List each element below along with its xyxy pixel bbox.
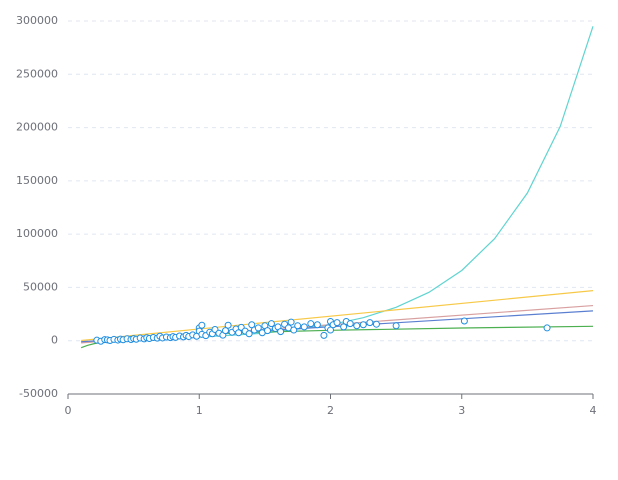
y-tick-label: 300000	[16, 14, 58, 27]
scatter-point	[290, 326, 298, 334]
scatter-point	[346, 320, 354, 328]
trend-line	[94, 26, 594, 341]
trend-line	[81, 290, 594, 342]
x-tick-label: 0	[65, 404, 72, 417]
scatter-point	[353, 322, 361, 330]
scatter-point	[366, 319, 374, 327]
scatter-point	[248, 321, 256, 329]
scatter-point	[254, 324, 262, 332]
scatter-point	[307, 320, 315, 328]
scatter-point	[277, 328, 285, 336]
scatter-point	[359, 321, 367, 329]
x-tick-label: 3	[458, 404, 465, 417]
scatter-point	[340, 323, 348, 331]
scatter-point	[224, 321, 232, 329]
y-tick-label: 50000	[23, 280, 58, 293]
scatter-point	[267, 320, 275, 328]
y-tick-label: 0	[51, 334, 58, 347]
y-tick-label: 150000	[16, 174, 58, 187]
scatter-point	[392, 322, 400, 330]
scatter-point	[245, 330, 253, 338]
scatter-point	[198, 321, 206, 329]
scatter-point	[222, 327, 229, 335]
scatter-point	[300, 323, 308, 331]
scatter-point	[313, 321, 321, 329]
x-tick-label: 4	[590, 404, 597, 417]
x-tick-label: 2	[327, 404, 334, 417]
y-tick-label: -50000	[19, 387, 58, 400]
scatter-point	[460, 317, 468, 325]
scatter-point	[372, 320, 380, 328]
scatter-point	[333, 319, 341, 327]
y-tick-label: 200000	[16, 121, 58, 134]
x-tick-label: 1	[196, 404, 203, 417]
scatter-point	[235, 329, 243, 337]
scatter-point	[294, 322, 302, 330]
scatter-point	[264, 327, 271, 335]
y-tick-label: 250000	[16, 67, 58, 80]
y-tick-label: 100000	[16, 227, 58, 240]
scatter-point	[287, 318, 295, 326]
scatter-point	[327, 326, 334, 334]
scatter-point	[320, 331, 328, 339]
scatter-point	[543, 324, 551, 332]
